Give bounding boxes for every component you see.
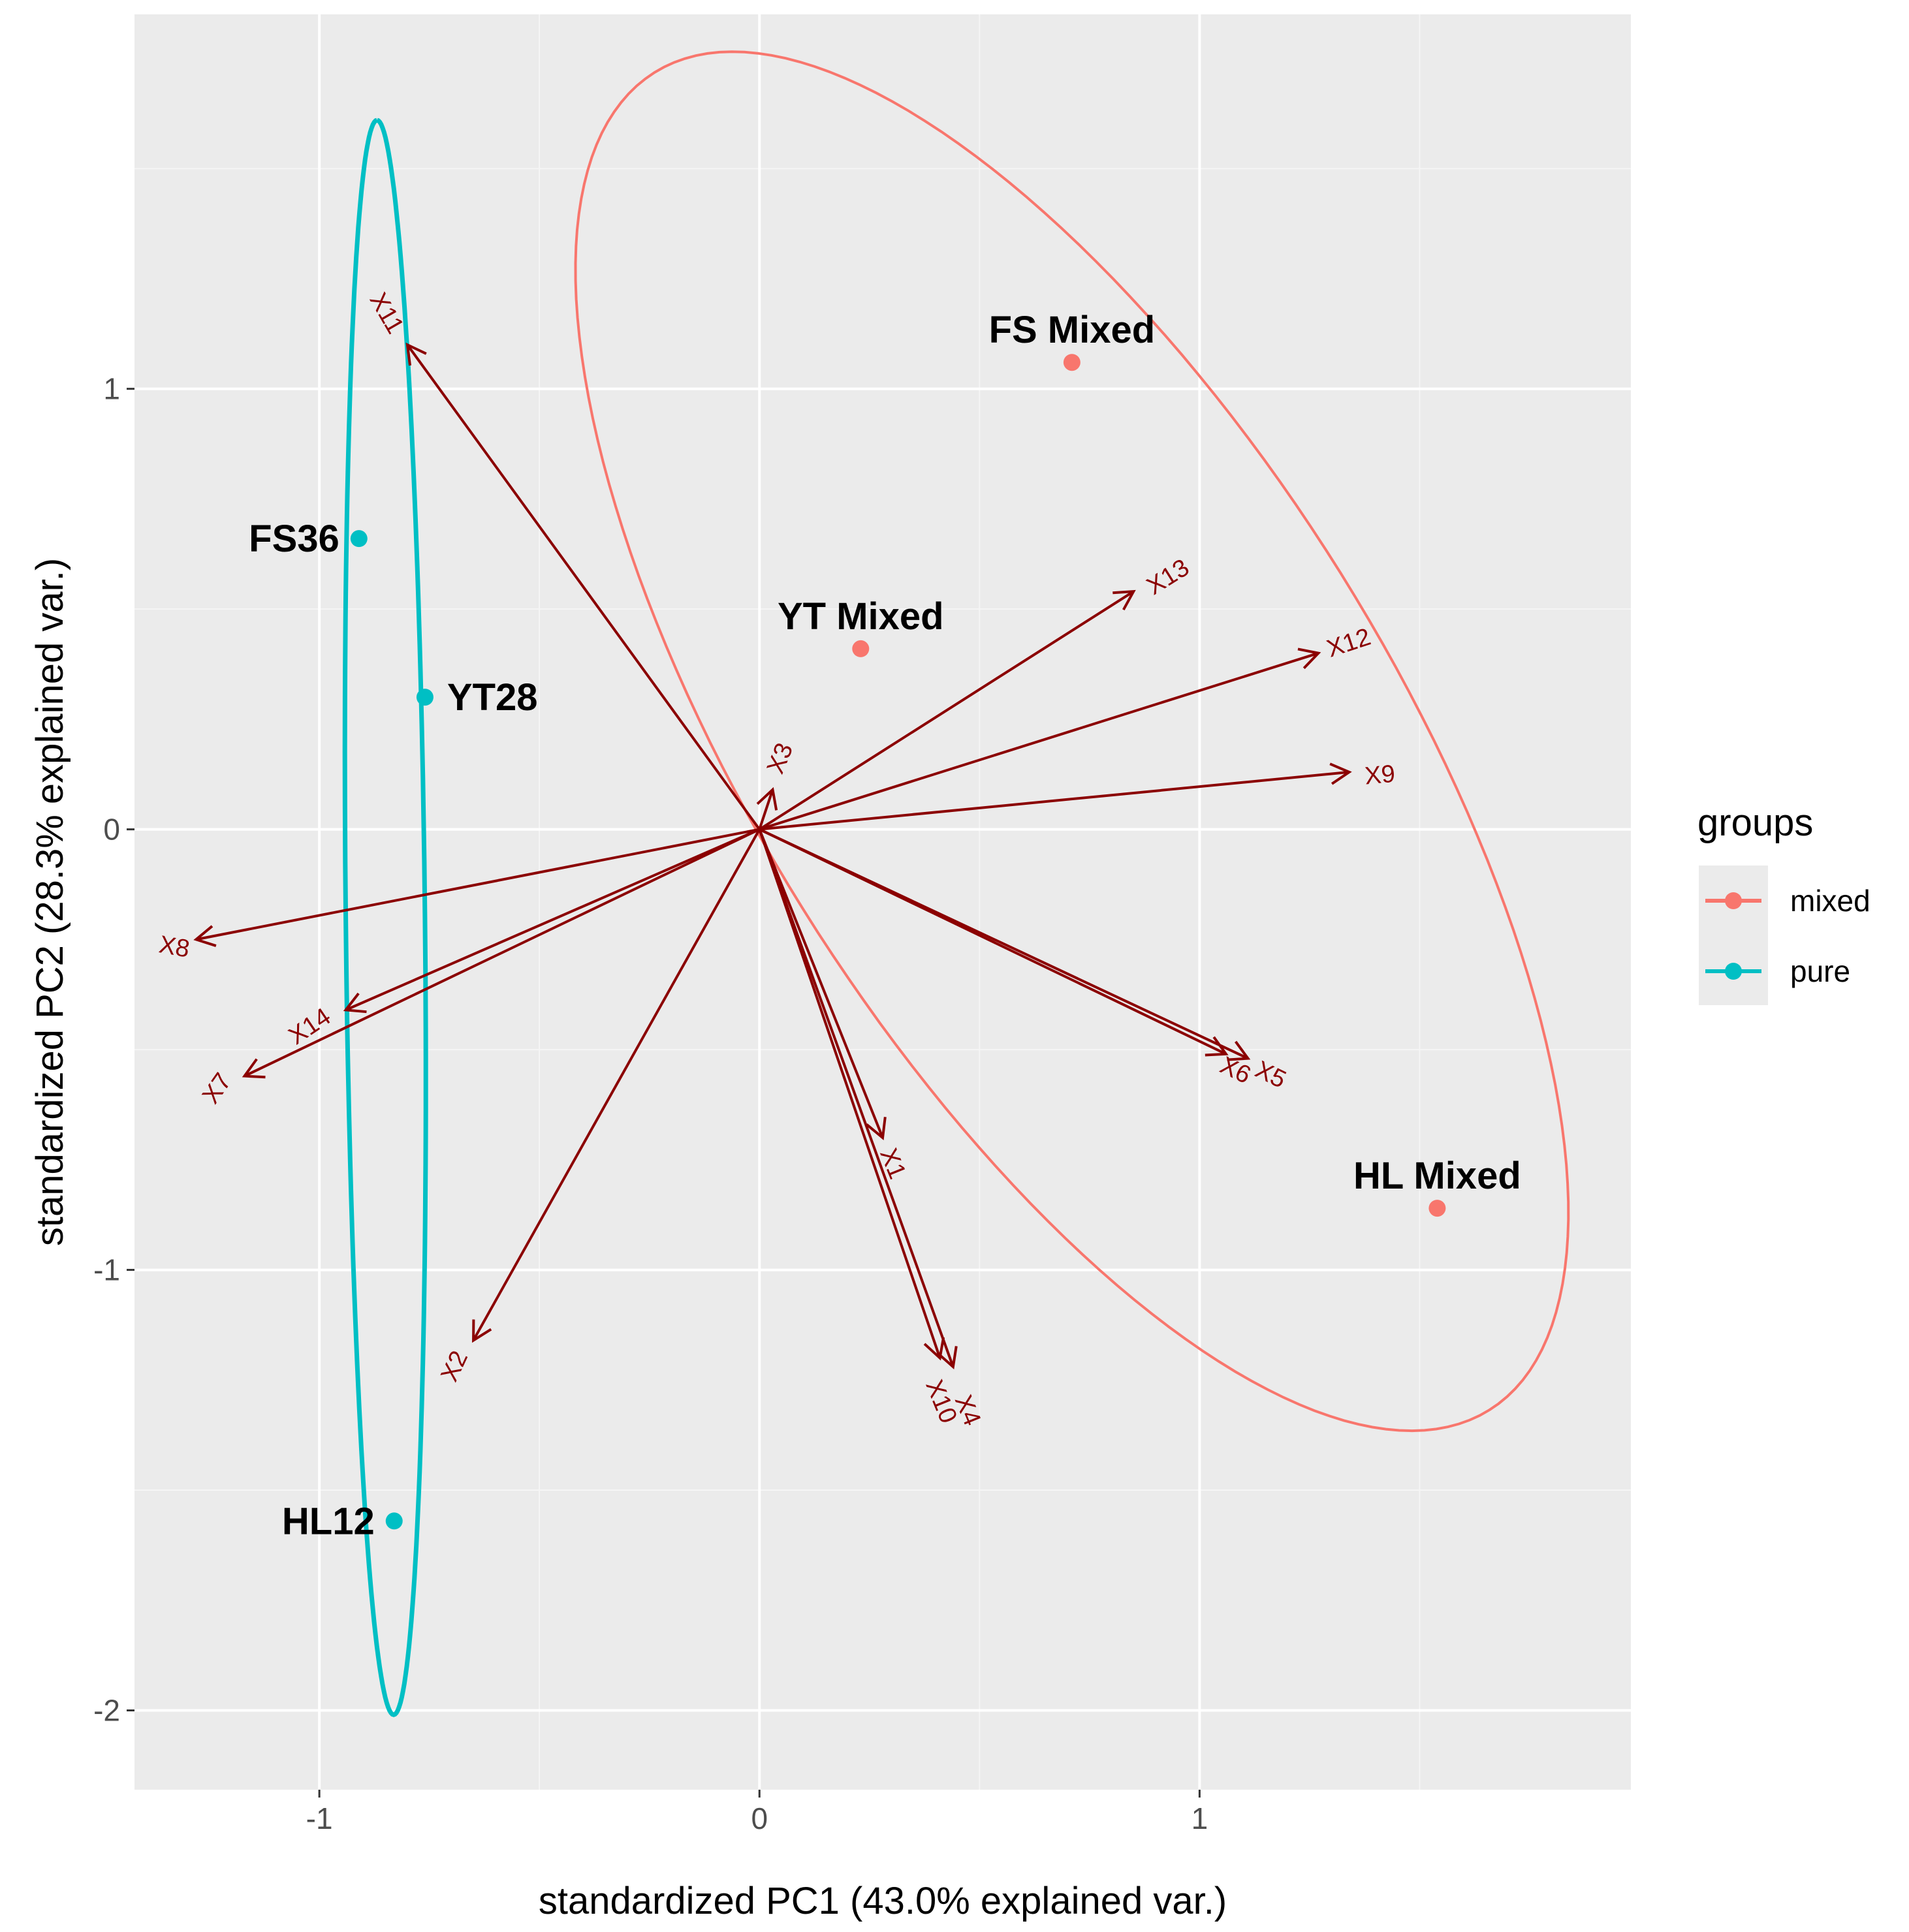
sample-point-labels: FS Mixed YT Mixed HL Mixed FS36 YT28 HL12 — [249, 309, 1521, 1542]
major-gridlines — [134, 14, 1631, 1790]
y-axis-ticks: -2 -1 0 1 — [93, 372, 134, 1728]
x-tick-label: 1 — [1191, 1801, 1208, 1835]
y-axis-title: standardized PC2 (28.3% explained var.) — [29, 558, 71, 1246]
y-tick-label: 1 — [103, 372, 120, 406]
arrow-x10 — [758, 828, 941, 1359]
arrow-x3 — [758, 789, 774, 830]
arrow-x9 — [759, 770, 1349, 831]
y-tick-label: -2 — [93, 1694, 120, 1728]
arrowhead-x1 — [866, 1117, 887, 1140]
point-label-fs-mixed: FS Mixed — [989, 309, 1156, 351]
point-yt28 — [416, 689, 434, 706]
arrowhead-x9 — [1329, 762, 1352, 785]
arrowhead-x2 — [472, 1319, 492, 1343]
point-fs-mixed — [1063, 354, 1081, 371]
arrow-x12 — [759, 651, 1319, 831]
y-tick-label: -1 — [93, 1253, 120, 1287]
arrow-label-x9: X9 — [1364, 760, 1396, 790]
arrow-x4 — [758, 828, 955, 1367]
ellipse-pure — [342, 117, 428, 1717]
arrow-label-x8: X8 — [157, 931, 191, 963]
arrow-x5 — [759, 828, 1249, 1060]
legend: groups mixed pure — [1697, 802, 1870, 1005]
x-tick-label: 0 — [751, 1801, 768, 1835]
point-hl-mixed — [1428, 1200, 1446, 1217]
arrow-x14 — [345, 828, 761, 1012]
point-label-yt-mixed: YT Mixed — [778, 595, 944, 638]
arrowhead-x3 — [756, 787, 778, 811]
arrowhead-x13 — [1112, 589, 1136, 611]
x-tick-label: -1 — [306, 1801, 333, 1835]
legend-key-point-pure — [1725, 963, 1742, 980]
point-label-yt28: YT28 — [447, 676, 538, 719]
y-tick-label: 0 — [103, 813, 120, 847]
legend-label-pure: pure — [1790, 954, 1850, 988]
point-fs36 — [350, 530, 368, 548]
arrowhead-x11 — [405, 342, 427, 366]
arrow-x11 — [406, 344, 761, 830]
sample-points — [350, 354, 1446, 1530]
ellipse-mixed — [574, 50, 1570, 1433]
arrowhead-x4 — [936, 1346, 958, 1369]
legend-title: groups — [1697, 802, 1813, 844]
point-label-fs36: FS36 — [249, 518, 339, 560]
x-axis-ticks: -1 0 1 — [306, 1790, 1208, 1835]
point-hl12 — [385, 1512, 403, 1530]
point-label-hl-mixed: HL Mixed — [1353, 1155, 1521, 1197]
legend-label-mixed: mixed — [1790, 884, 1870, 918]
arrowhead-x14 — [343, 992, 367, 1014]
arrowhead-x10 — [923, 1337, 945, 1361]
loading-arrows — [193, 342, 1352, 1369]
arrow-x1 — [758, 828, 884, 1138]
arrowhead-x6 — [1205, 1036, 1229, 1057]
arrowhead-x5 — [1227, 1040, 1251, 1061]
arrowhead-x12 — [1297, 647, 1321, 670]
minor-gridlines — [134, 14, 1631, 1790]
point-yt-mixed — [852, 640, 870, 657]
point-label-hl12: HL12 — [282, 1500, 375, 1542]
arrowhead-x8 — [193, 925, 217, 947]
x-axis-title: standardized PC1 (43.0% explained var.) — [539, 1880, 1227, 1922]
arrow-x13 — [759, 590, 1135, 831]
arrow-x8 — [195, 828, 760, 941]
group-ellipses — [342, 50, 1570, 1717]
arrow-x7 — [244, 828, 761, 1078]
arrowhead-x7 — [242, 1058, 266, 1079]
arrow-x2 — [472, 828, 761, 1341]
legend-key-point-mixed — [1725, 892, 1742, 909]
